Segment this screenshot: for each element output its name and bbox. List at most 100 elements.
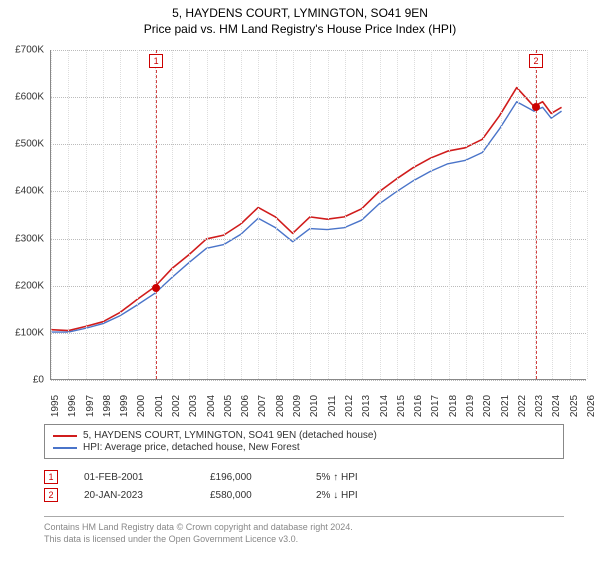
x-tick-label: 2016 [413, 395, 424, 417]
x-tick-label: 2011 [327, 395, 338, 417]
x-tick-label: 2002 [171, 395, 182, 417]
gridline-v [328, 50, 329, 379]
x-tick-label: 2000 [136, 395, 147, 417]
gridline-v [552, 50, 553, 379]
event-dot-2 [532, 103, 540, 111]
y-tick-label: £500K [15, 139, 44, 150]
event-line-2 [536, 50, 537, 379]
x-tick-label: 2026 [586, 395, 597, 417]
gridline-v [483, 50, 484, 379]
event-row-date: 20-JAN-2023 [84, 490, 184, 501]
event-row: 2 20-JAN-2023 £580,000 2% ↓ HPI [44, 488, 564, 502]
gridline-v [86, 50, 87, 379]
x-tick-label: 2008 [275, 395, 286, 417]
x-tick-label: 1995 [50, 395, 61, 417]
legend-row: HPI: Average price, detached house, New … [53, 442, 555, 453]
event-table: 101-FEB-2001£196,0005% ↑ HPI220-JAN-2023… [44, 466, 564, 506]
plot-area: 12 [50, 50, 586, 380]
legend-swatch [53, 435, 77, 437]
x-tick-label: 2019 [465, 395, 476, 417]
event-row-delta: 5% ↑ HPI [316, 472, 436, 483]
x-tick-label: 2017 [430, 395, 441, 417]
x-tick-label: 1997 [85, 395, 96, 417]
event-row-delta: 2% ↓ HPI [316, 490, 436, 501]
x-tick-label: 2009 [292, 395, 303, 417]
gridline-v [587, 50, 588, 379]
gridline-v [362, 50, 363, 379]
gridline-v [172, 50, 173, 379]
gridline-v [68, 50, 69, 379]
gridline-v [51, 50, 52, 379]
gridline-v [431, 50, 432, 379]
gridline-h [51, 286, 586, 287]
gridline-v [276, 50, 277, 379]
y-tick-label: £100K [15, 327, 44, 338]
event-row-price: £580,000 [210, 490, 290, 501]
x-tick-label: 2012 [344, 395, 355, 417]
x-tick-label: 2025 [569, 395, 580, 417]
x-tick-label: 2004 [206, 395, 217, 417]
gridline-v [397, 50, 398, 379]
y-tick-label: £200K [15, 280, 44, 291]
event-line-1 [156, 50, 157, 379]
gridline-v [518, 50, 519, 379]
gridline-h [51, 97, 586, 98]
gridline-h [51, 239, 586, 240]
series-price_paid [51, 88, 561, 331]
gridline-h [51, 191, 586, 192]
y-tick-label: £700K [15, 45, 44, 56]
x-tick-label: 2006 [240, 395, 251, 417]
gridline-v [207, 50, 208, 379]
x-tick-label: 2024 [551, 395, 562, 417]
title-address: 5, HAYDENS COURT, LYMINGTON, SO41 9EN [0, 6, 600, 20]
gridline-h [51, 380, 586, 381]
event-row-price: £196,000 [210, 472, 290, 483]
gridline-v [137, 50, 138, 379]
y-tick-label: £300K [15, 233, 44, 244]
gridline-v [449, 50, 450, 379]
x-tick-label: 2022 [517, 395, 528, 417]
legend-label: 5, HAYDENS COURT, LYMINGTON, SO41 9EN (d… [83, 430, 377, 441]
x-tick-label: 2003 [188, 395, 199, 417]
gridline-v [258, 50, 259, 379]
y-tick-label: £400K [15, 186, 44, 197]
gridline-v [414, 50, 415, 379]
legend-label: HPI: Average price, detached house, New … [83, 442, 300, 453]
gridline-h [51, 333, 586, 334]
legend-row: 5, HAYDENS COURT, LYMINGTON, SO41 9EN (d… [53, 430, 555, 441]
x-tick-label: 2015 [396, 395, 407, 417]
gridline-v [345, 50, 346, 379]
line-chart-svg [51, 50, 586, 379]
event-marker-1: 1 [149, 54, 163, 68]
y-axis-labels: £0£100K£200K£300K£400K£500K£600K£700K [0, 50, 48, 380]
x-axis-labels: 1995199619971998199920002001200220032004… [50, 384, 586, 422]
event-dot-1 [152, 284, 160, 292]
gridline-v [189, 50, 190, 379]
x-tick-label: 2023 [534, 395, 545, 417]
x-tick-label: 2013 [361, 395, 372, 417]
x-tick-label: 1999 [119, 395, 130, 417]
x-tick-label: 2005 [223, 395, 234, 417]
gridline-v [293, 50, 294, 379]
gridline-v [310, 50, 311, 379]
y-tick-label: £0 [33, 375, 44, 386]
y-tick-label: £600K [15, 92, 44, 103]
gridline-h [51, 50, 586, 51]
x-tick-label: 2018 [448, 395, 459, 417]
chart-container: 5, HAYDENS COURT, LYMINGTON, SO41 9EN Pr… [0, 6, 600, 566]
x-tick-label: 1996 [67, 395, 78, 417]
event-marker-2: 2 [529, 54, 543, 68]
gridline-v [103, 50, 104, 379]
event-row-num: 1 [44, 470, 58, 484]
event-row-num: 2 [44, 488, 58, 502]
x-tick-label: 2014 [379, 395, 390, 417]
gridline-v [501, 50, 502, 379]
x-tick-label: 2021 [500, 395, 511, 417]
gridline-v [380, 50, 381, 379]
event-row: 101-FEB-2001£196,0005% ↑ HPI [44, 470, 564, 484]
title-subtitle: Price paid vs. HM Land Registry's House … [0, 22, 600, 36]
x-tick-label: 2010 [309, 395, 320, 417]
gridline-v [120, 50, 121, 379]
legend-swatch [53, 447, 77, 449]
footer-licence: Contains HM Land Registry data © Crown c… [44, 516, 564, 545]
